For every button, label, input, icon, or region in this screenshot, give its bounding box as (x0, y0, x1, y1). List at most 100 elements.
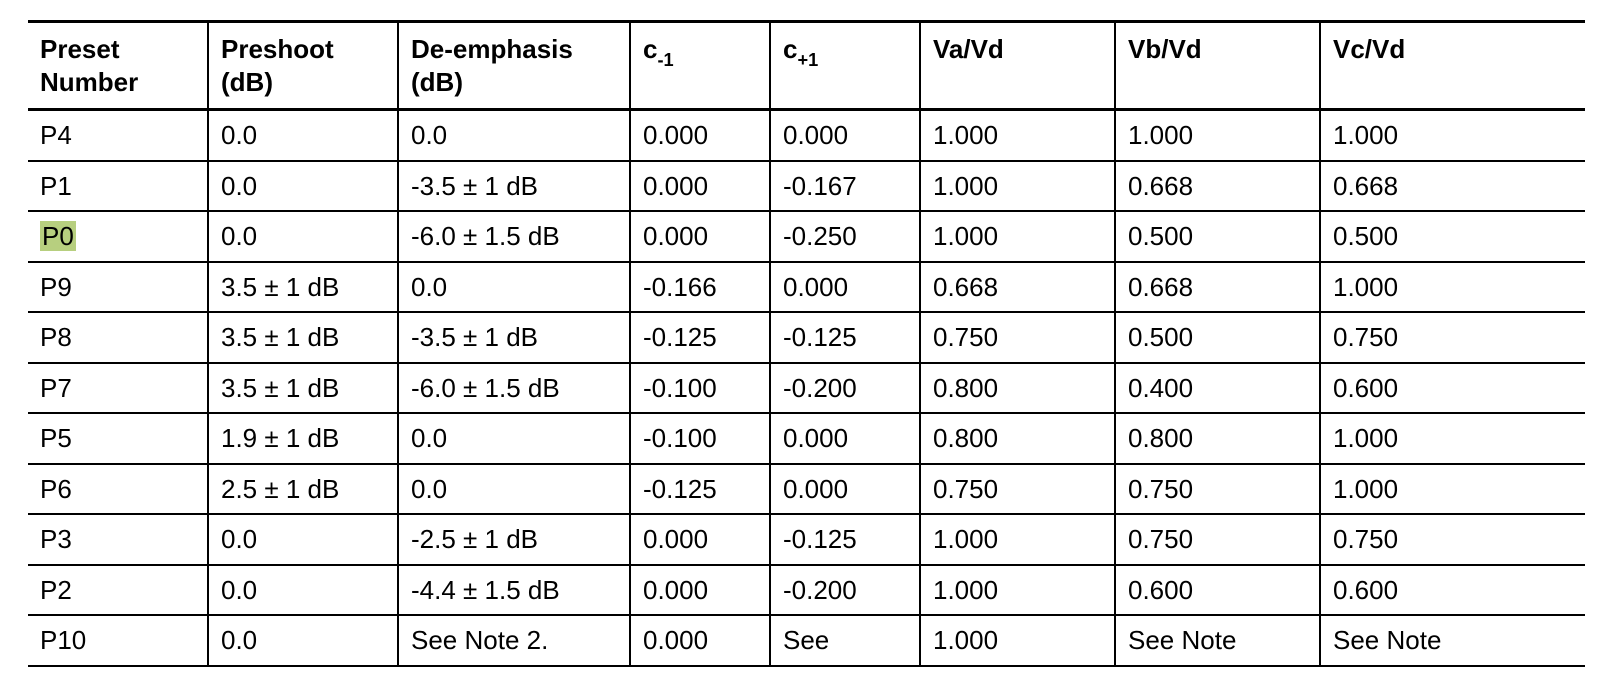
cell-vb: 1.000 (1115, 110, 1320, 161)
cell-va: 1.000 (920, 514, 1115, 565)
cell-vc: 1.000 (1320, 464, 1585, 515)
cell-vb: 0.668 (1115, 161, 1320, 212)
col-preset: Preset Number (28, 22, 208, 110)
col-deemph: De-emphasis (dB) (398, 22, 630, 110)
cell-vb: 0.500 (1115, 211, 1320, 262)
cell-vb: 0.750 (1115, 514, 1320, 565)
cell-preset: P1 (28, 161, 208, 212)
cell-deemph: 0.0 (398, 413, 630, 464)
cell-cplus: -0.167 (770, 161, 920, 212)
cell-vb: 0.800 (1115, 413, 1320, 464)
cell-cminus: 0.000 (630, 514, 770, 565)
cell-deemph: 0.0 (398, 464, 630, 515)
table-row: P73.5 ± 1 dB-6.0 ± 1.5 dB-0.100-0.2000.8… (28, 363, 1585, 414)
cell-cminus: -0.125 (630, 464, 770, 515)
cell-preshoot: 0.0 (208, 161, 398, 212)
cell-preshoot: 3.5 ± 1 dB (208, 262, 398, 313)
cell-cplus: -0.200 (770, 565, 920, 616)
cell-vc: 1.000 (1320, 110, 1585, 161)
cell-va: 0.750 (920, 312, 1115, 363)
table-row: P40.00.00.0000.0001.0001.0001.000 (28, 110, 1585, 161)
cell-vc: 0.600 (1320, 565, 1585, 616)
cell-vc: 0.600 (1320, 363, 1585, 414)
col-va: Va/Vd (920, 22, 1115, 110)
cell-va: 1.000 (920, 565, 1115, 616)
cell-cminus: -0.100 (630, 363, 770, 414)
table-row: P83.5 ± 1 dB-3.5 ± 1 dB-0.125-0.1250.750… (28, 312, 1585, 363)
cell-cminus: 0.000 (630, 615, 770, 666)
cell-va: 1.000 (920, 161, 1115, 212)
cell-vc: 0.750 (1320, 514, 1585, 565)
cell-va: 1.000 (920, 110, 1115, 161)
cell-preset: P10 (28, 615, 208, 666)
cell-preshoot: 1.9 ± 1 dB (208, 413, 398, 464)
cell-preset: P6 (28, 464, 208, 515)
cell-preshoot: 0.0 (208, 110, 398, 161)
cell-cplus: 0.000 (770, 464, 920, 515)
cell-va: 1.000 (920, 615, 1115, 666)
cell-vc: See Note (1320, 615, 1585, 666)
cell-cminus: 0.000 (630, 211, 770, 262)
cell-vc: 1.000 (1320, 262, 1585, 313)
cell-va: 0.800 (920, 413, 1115, 464)
cell-vc: 0.750 (1320, 312, 1585, 363)
cell-deemph: 0.0 (398, 262, 630, 313)
cell-preshoot: 3.5 ± 1 dB (208, 363, 398, 414)
col-cplus: c+1 (770, 22, 920, 110)
cell-preset: P3 (28, 514, 208, 565)
col-vc: Vc/Vd (1320, 22, 1585, 110)
cell-cminus: 0.000 (630, 110, 770, 161)
cell-vc: 0.500 (1320, 211, 1585, 262)
cell-cplus: See (770, 615, 920, 666)
cell-cminus: -0.100 (630, 413, 770, 464)
cell-preshoot: 0.0 (208, 514, 398, 565)
cell-preset: P8 (28, 312, 208, 363)
col-cminus: c-1 (630, 22, 770, 110)
cell-cminus: -0.125 (630, 312, 770, 363)
cell-deemph: -2.5 ± 1 dB (398, 514, 630, 565)
cell-deemph: -6.0 ± 1.5 dB (398, 363, 630, 414)
cell-preshoot: 0.0 (208, 615, 398, 666)
cell-vb: 0.750 (1115, 464, 1320, 515)
table-row: P51.9 ± 1 dB0.0-0.1000.0000.8000.8001.00… (28, 413, 1585, 464)
cell-deemph: -6.0 ± 1.5 dB (398, 211, 630, 262)
cell-vb: 0.500 (1115, 312, 1320, 363)
col-vb: Vb/Vd (1115, 22, 1320, 110)
cell-vb: 0.600 (1115, 565, 1320, 616)
cell-cplus: 0.000 (770, 262, 920, 313)
col-preshoot: Preshoot (dB) (208, 22, 398, 110)
cell-preshoot: 0.0 (208, 211, 398, 262)
table-body: P40.00.00.0000.0001.0001.0001.000P10.0-3… (28, 110, 1585, 666)
table-row: P93.5 ± 1 dB0.0-0.1660.0000.6680.6681.00… (28, 262, 1585, 313)
cell-vc: 1.000 (1320, 413, 1585, 464)
cell-va: 0.668 (920, 262, 1115, 313)
table-row: P100.0See Note 2.0.000See1.000See NoteSe… (28, 615, 1585, 666)
cell-deemph: 0.0 (398, 110, 630, 161)
table-header-row: Preset Number Preshoot (dB) De-emphasis … (28, 22, 1585, 110)
page: Preset Number Preshoot (dB) De-emphasis … (0, 0, 1613, 687)
cell-deemph: -3.5 ± 1 dB (398, 312, 630, 363)
cell-cplus: -0.250 (770, 211, 920, 262)
cell-preset: P9 (28, 262, 208, 313)
preset-table: Preset Number Preshoot (dB) De-emphasis … (28, 20, 1585, 667)
cell-preset: P2 (28, 565, 208, 616)
table-row: P62.5 ± 1 dB0.0-0.1250.0000.7500.7501.00… (28, 464, 1585, 515)
cell-cminus: 0.000 (630, 161, 770, 212)
highlight: P0 (40, 221, 76, 251)
cell-cplus: 0.000 (770, 413, 920, 464)
cell-preshoot: 2.5 ± 1 dB (208, 464, 398, 515)
cell-va: 0.800 (920, 363, 1115, 414)
cell-vb: 0.400 (1115, 363, 1320, 414)
cell-vb: 0.668 (1115, 262, 1320, 313)
table-row: P20.0-4.4 ± 1.5 dB0.000-0.2001.0000.6000… (28, 565, 1585, 616)
cell-cplus: 0.000 (770, 110, 920, 161)
cell-cplus: -0.200 (770, 363, 920, 414)
cell-cplus: -0.125 (770, 514, 920, 565)
cell-preset: P7 (28, 363, 208, 414)
table-row: P00.0-6.0 ± 1.5 dB0.000-0.2501.0000.5000… (28, 211, 1585, 262)
cell-preshoot: 0.0 (208, 565, 398, 616)
cell-cminus: 0.000 (630, 565, 770, 616)
cell-va: 0.750 (920, 464, 1115, 515)
cell-vb: See Note (1115, 615, 1320, 666)
cell-preshoot: 3.5 ± 1 dB (208, 312, 398, 363)
